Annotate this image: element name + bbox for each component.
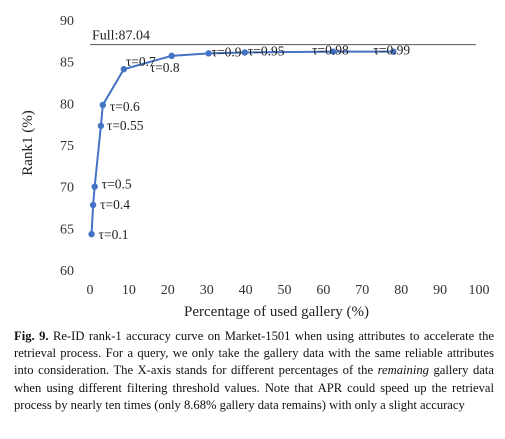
y-tick-label: 75 [60,139,74,154]
rank1-line-chart: 60 65 70 75 80 85 90 0 10 20 30 40 50 60 70 80 90 100 Fu… [20,14,490,320]
x-tick-label: 50 [278,283,292,298]
data-point [97,122,105,130]
point-label: τ=0.6 [110,99,140,114]
caption-text-2: gallery data when using different filter… [14,363,494,412]
series-line [90,50,394,235]
point-label: τ=0.5 [102,177,132,192]
x-tick-label: 80 [394,283,408,298]
x-tick-label: 10 [122,283,136,298]
x-tick-label: 60 [316,283,330,298]
point-label: τ=0.99 [373,43,410,58]
x-tick-label: 100 [469,283,490,298]
point-label: τ=0.95 [248,44,285,59]
data-point [99,101,107,109]
x-tick-label: 70 [355,283,369,298]
caption-emphasis: remaining [377,363,429,378]
x-tick-label: 30 [200,283,214,298]
data-points [88,48,397,238]
point-label: τ=0.1 [99,227,129,242]
y-tick-label: 85 [60,56,74,71]
full-reference-label: Full:87.04 [92,29,150,44]
y-axis-title: Rank1 (%) [20,110,36,175]
data-point [88,230,95,238]
point-label: τ=0.9 [212,44,242,59]
point-labels: τ=0.1 τ=0.4 τ=0.5 τ=0.55 τ=0.6 τ=0.7τ=0.8 τ=0.… [99,43,411,243]
y-tick-label: 90 [60,14,74,29]
point-label: τ=0.4 [100,197,130,212]
data-point [329,48,337,55]
y-axis-ticks: 60 65 70 75 80 85 90 [60,14,74,279]
caption-text-1: Re-ID rank-1 accuracy curve on Market-15… [14,329,494,378]
y-tick-label: 80 [60,97,74,112]
data-point [205,50,212,57]
y-tick-label: 70 [60,181,74,196]
point-label: τ=0.55 [107,118,144,133]
x-axis-ticks: 0 10 20 30 40 50 60 70 80 90 100 [87,283,490,298]
data-point [91,183,98,190]
x-tick-label: 40 [239,283,253,298]
data-point [168,52,175,60]
y-tick-label: 60 [60,264,74,279]
point-label: τ=0.7 [126,54,156,69]
point-label: τ=0.8 [150,60,180,75]
y-tick-label: 65 [60,222,74,237]
figure-label: Fig. 9. [14,329,49,343]
x-tick-label: 20 [161,283,175,298]
point-label: τ=0.98 [312,43,349,58]
data-point [390,48,397,55]
x-tick-label: 0 [87,283,94,298]
data-point [241,49,249,56]
x-tick-label: 90 [433,283,447,298]
data-point [120,65,128,73]
x-axis-title: Percentage of used gallery (%) [184,304,369,320]
figure-caption: Fig. 9. Re-ID rank-1 accuracy curve on M… [14,328,494,414]
data-point [89,201,97,209]
